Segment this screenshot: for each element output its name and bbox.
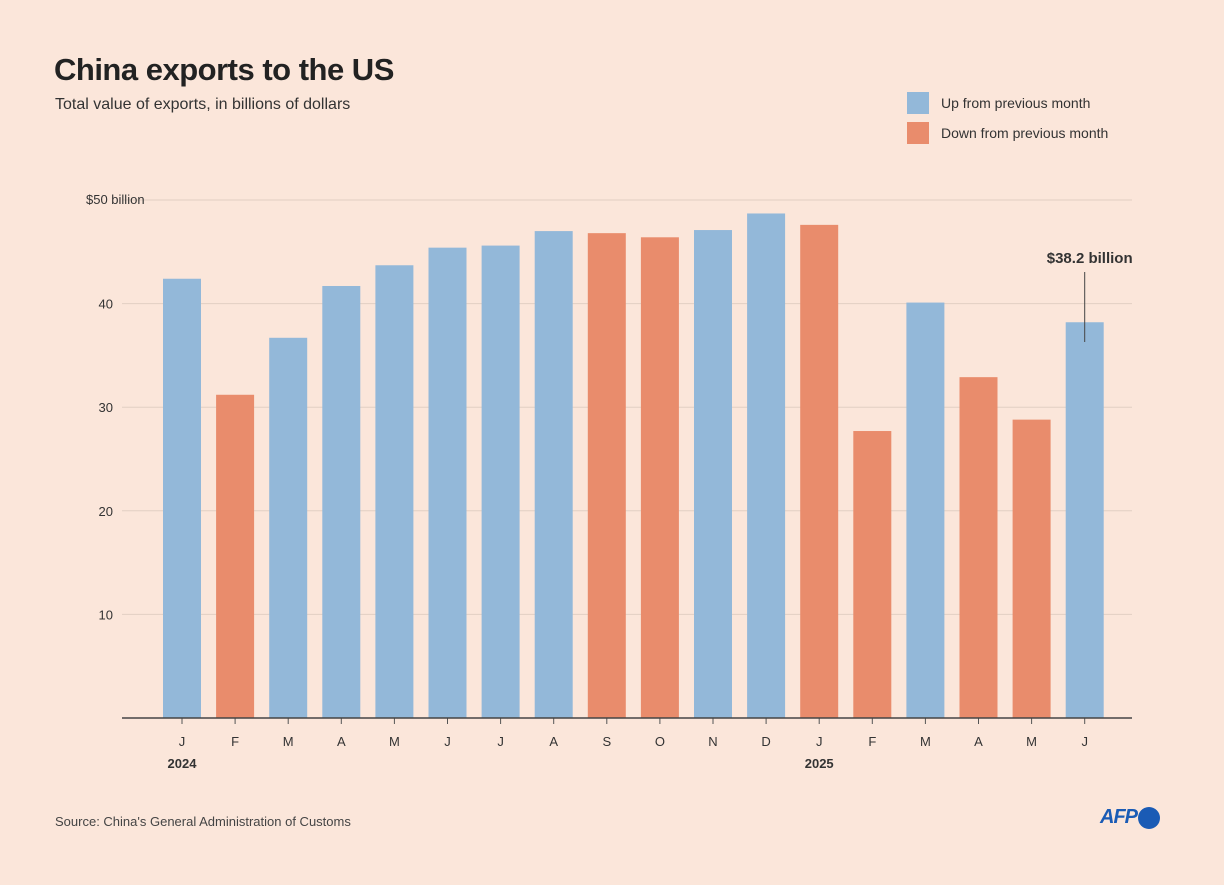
legend-item-down: Down from previous month	[907, 118, 1108, 148]
annotation-label: $38.2 billion	[1047, 250, 1133, 267]
bar-17	[1065, 322, 1104, 718]
x-tick-label: J	[1081, 734, 1088, 749]
bar-9	[640, 237, 679, 718]
legend-swatch-up	[907, 92, 929, 114]
chart-title: China exports to the US	[54, 52, 394, 87]
x-tick-label: N	[708, 734, 717, 749]
bar-12	[800, 224, 839, 718]
year-label: 2024	[168, 756, 198, 771]
x-tick-label: J	[816, 734, 823, 749]
x-tick-label: J	[179, 734, 186, 749]
x-tick-label: A	[974, 734, 983, 749]
legend-label-up: Up from previous month	[941, 95, 1091, 111]
bar-4	[375, 265, 414, 718]
x-tick-label: S	[602, 734, 611, 749]
bar-0	[163, 278, 201, 718]
bar-5	[428, 247, 467, 718]
x-tick-label: M	[389, 734, 400, 749]
bar-1	[216, 394, 255, 718]
legend: Up from previous month Down from previou…	[907, 88, 1108, 148]
y-tick-label: $50 billion	[86, 192, 145, 207]
x-tick-label: M	[1026, 734, 1037, 749]
x-tick-label: A	[549, 734, 558, 749]
bar-16	[1012, 419, 1051, 718]
x-tick-label: O	[655, 734, 665, 749]
afp-logo-dot	[1138, 806, 1160, 829]
y-tick-label: 20	[99, 504, 113, 519]
bar-13	[853, 431, 892, 718]
x-tick-label: A	[337, 734, 346, 749]
source-note: Source: China's General Administration o…	[55, 814, 351, 829]
x-tick-label: M	[283, 734, 294, 749]
x-tick-label: D	[761, 734, 770, 749]
x-tick-label: F	[231, 734, 239, 749]
bar-15	[959, 377, 998, 718]
x-tick-label: J	[444, 734, 451, 749]
bar-2	[269, 337, 308, 718]
x-tick-label: J	[497, 734, 504, 749]
chart-subtitle: Total value of exports, in billions of d…	[55, 96, 351, 113]
afp-logo: AFP	[1100, 806, 1160, 829]
y-tick-label: 10	[99, 607, 113, 622]
bar-10	[694, 230, 732, 718]
bar-8	[587, 233, 626, 719]
legend-item-up: Up from previous month	[907, 88, 1108, 118]
year-label: 2025	[805, 756, 834, 771]
bar-6	[481, 245, 520, 719]
x-tick-label: F	[868, 734, 876, 749]
y-tick-label: 30	[99, 400, 113, 415]
bar-14	[906, 302, 945, 718]
bar-11	[747, 213, 786, 718]
y-tick-label: 40	[99, 297, 113, 312]
bar-7	[534, 231, 573, 718]
afp-logo-text: AFP	[1100, 806, 1138, 828]
bar-3	[322, 285, 361, 718]
legend-swatch-down	[907, 122, 929, 144]
legend-label-down: Down from previous month	[941, 125, 1109, 141]
x-tick-label: M	[920, 734, 931, 749]
